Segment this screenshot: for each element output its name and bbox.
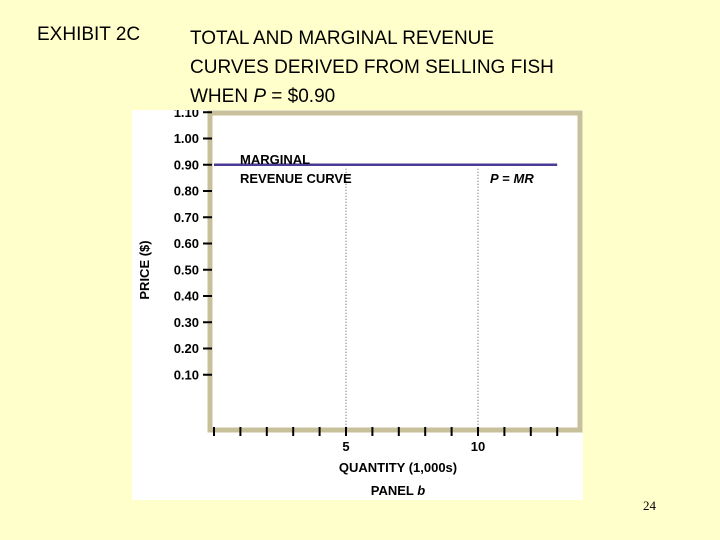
y-tick-label: 0.10: [174, 367, 199, 382]
y-tick-label: 0.80: [174, 184, 199, 199]
panel-label-letter: b: [417, 483, 425, 498]
page-number: 24: [643, 498, 656, 514]
mr-label: MR: [514, 171, 535, 186]
exhibit-title-line-1: TOTAL AND MARGINAL REVENUE: [190, 28, 494, 49]
y-tick-label: 0.30: [174, 315, 199, 330]
exhibit-title-line-3-suffix: = $0.90: [266, 86, 335, 107]
x-tick-label: 5: [342, 439, 349, 454]
y-tick-label: 1.00: [174, 131, 199, 146]
x-tick-label: 10: [471, 439, 485, 454]
y-tick-label: 0.60: [174, 236, 199, 251]
mr-chart: 1.10 1.00 0.90 0.80 0.70 0.60 0.50 0.40 0.30 0.20…: [132, 110, 583, 500]
y-tick-label: 0.20: [174, 341, 199, 356]
panel-label-prefix: PANEL: [371, 483, 417, 498]
panel-label: PANEL b: [371, 483, 425, 498]
chart-container: 1.10 1.00 0.90 0.80 0.70 0.60 0.50 0.40 0.30 0.20…: [132, 110, 583, 500]
exhibit-label: EXHIBIT 2C: [37, 24, 140, 46]
curve-label-line-1: MARGINAL: [240, 152, 310, 167]
exhibit-title-line-3-prefix: WHEN: [190, 86, 253, 107]
curve-label-line-2: REVENUE CURVE: [240, 171, 352, 186]
y-tick-label: 0.40: [174, 289, 199, 304]
p-label: P: [490, 171, 499, 186]
y-axis-label: PRICE ($): [137, 240, 152, 299]
exhibit-title: TOTAL AND MARGINAL REVENUE CURVES DERIVED…: [190, 24, 554, 111]
y-tick-label: 0.90: [174, 157, 199, 172]
y-tick-label: 1.10: [174, 110, 199, 120]
exhibit-title-price-symbol: P: [253, 86, 266, 107]
x-axis-label: QUANTITY (1,000s): [339, 460, 457, 475]
eq-label: =: [499, 171, 514, 186]
exhibit-title-line-2: CURVES DERIVED FROM SELLING FISH: [190, 57, 554, 78]
p-equals-mr-label: P = MR: [490, 171, 534, 186]
y-tick-label: 0.50: [174, 262, 199, 277]
y-tick-label: 0.70: [174, 210, 199, 225]
